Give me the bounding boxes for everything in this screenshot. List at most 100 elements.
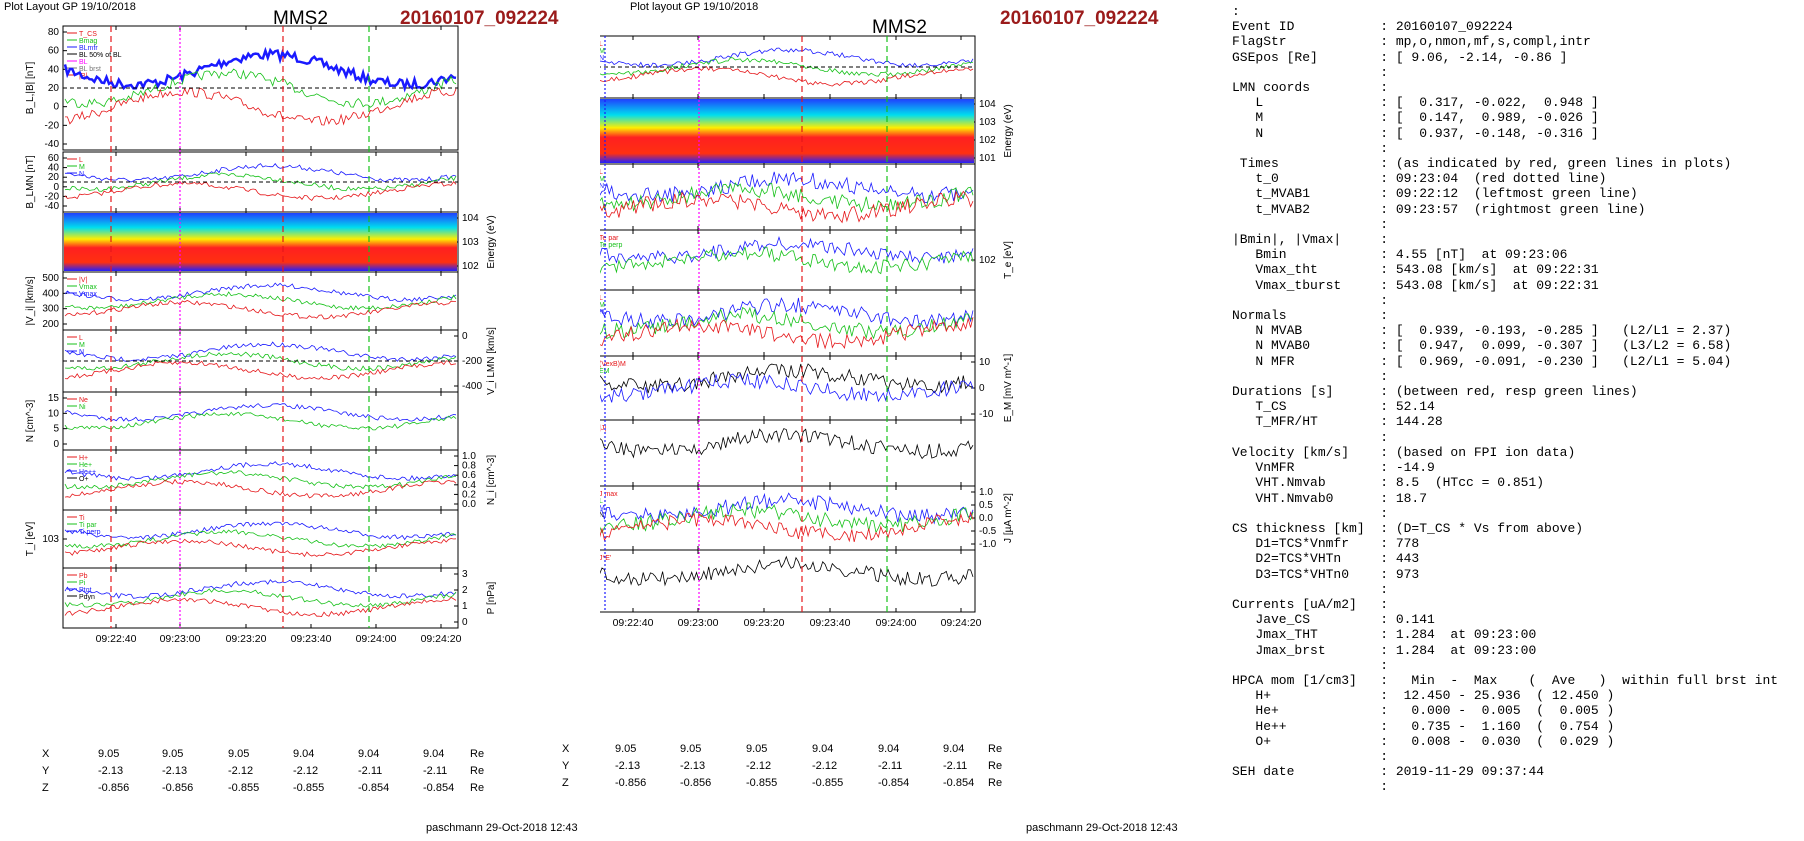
series-line-N	[64, 411, 457, 431]
position-value: -0.856	[162, 782, 194, 794]
info-line: Times : (as indicated by red, green line…	[1232, 156, 1732, 172]
position-value: -0.856	[98, 782, 130, 794]
info-line: O+ : 0.008 - 0.030 ( 0.029 )	[1232, 733, 1615, 749]
position-value: 9.05	[746, 743, 768, 755]
position-value: 9.05	[98, 748, 120, 760]
position-value: -2.13	[162, 765, 188, 777]
info-line: :	[1232, 581, 1389, 597]
series-line-Ti	[64, 521, 457, 541]
info-line: :	[1232, 779, 1389, 795]
panel-frame-Te	[600, 229, 976, 291]
legend-label: Pi	[79, 580, 86, 587]
legend-label: M	[79, 342, 85, 349]
legend-label: J max	[600, 491, 618, 498]
legend-label: He+	[79, 462, 92, 469]
series-line-Ve	[600, 190, 974, 224]
y-tick-label: -200	[462, 356, 482, 367]
panel-frame-J	[600, 419, 976, 487]
legend-label: Vmax	[79, 284, 97, 291]
position-row-label: Z	[42, 782, 49, 794]
left-event-label: 20160107_092224	[400, 8, 559, 29]
info-line: He++ : 0.735 - 1.160 ( 0.754 )	[1232, 718, 1615, 734]
series-line-P	[64, 588, 457, 608]
legend-label: Vmax	[79, 291, 97, 298]
position-value: 9.04	[943, 743, 965, 755]
series-line-EM	[600, 373, 974, 403]
y-axis-label: N_i [cm^-3]	[486, 455, 497, 505]
time-tick-label: 09:23:00	[678, 617, 719, 629]
series-line-Ti	[64, 538, 457, 558]
series-line-P	[64, 579, 457, 599]
legend-label: He++	[79, 469, 96, 476]
legend-label: J*E'	[600, 555, 611, 562]
left-spacecraft-label: MMS2	[273, 8, 328, 29]
y-tick-label: 0.4	[462, 480, 476, 491]
y-tick-label: 200	[42, 319, 59, 330]
info-line: FlagStr : mp,o,nmon,mf,s,compl,intr	[1232, 34, 1591, 50]
series-line-Vi_LMN	[64, 351, 457, 371]
right-spacecraft-label: MMS2	[872, 17, 927, 38]
legend-label: BLmfr	[79, 45, 98, 52]
position-value: -0.855	[228, 782, 260, 794]
position-value: 9.05	[228, 748, 250, 760]
y-axis-label: P [nPa]	[486, 581, 497, 614]
info-line: N MVAB : [ 0.939, -0.193, -0.285 ] (L2/L…	[1232, 323, 1732, 339]
legend-label: M	[600, 505, 605, 512]
info-line: |Bmin|, |Vmax| :	[1232, 232, 1389, 248]
position-value: -2.13	[680, 760, 706, 772]
legend-label: M	[600, 176, 605, 183]
position-value: 9.04	[358, 748, 380, 760]
info-line: Jmax_THT : 1.284 at 09:23:00	[1232, 627, 1537, 643]
legend-label: Te par	[600, 235, 619, 242]
y-tick-label: 103	[42, 534, 59, 545]
time-tick-label: 09:24:00	[356, 633, 397, 645]
y-tick-label: 0	[979, 383, 985, 394]
series-line-B_LMN	[64, 163, 457, 183]
legend-label: Te perp	[600, 242, 622, 249]
position-value: 9.04	[423, 748, 445, 760]
y-tick-label: 0.0	[462, 499, 476, 510]
position-value: -2.12	[812, 760, 838, 772]
legend-label: T_CS	[79, 31, 97, 38]
legend-label: L	[600, 41, 603, 48]
series-line-Vi_LMN	[64, 341, 457, 362]
legend-label: M	[600, 302, 605, 309]
series-line-Vi	[64, 282, 457, 303]
legend-label: Ne	[79, 397, 88, 404]
series-line-B_LMN	[600, 65, 974, 87]
time-tick-label: 09:23:20	[226, 633, 267, 645]
y-tick-label: 0	[53, 102, 59, 113]
legend-label: Pdyn	[79, 594, 95, 601]
y-tick-label: -20	[45, 120, 60, 131]
y-tick-label: 40	[48, 64, 60, 75]
y-tick-label: 60	[48, 153, 60, 164]
info-line: M : [ 0.147, 0.989, -0.026 ]	[1232, 110, 1599, 126]
y-axis-label: |V_i| [km/s]	[25, 276, 36, 325]
info-line: D1=TCS*Vnmfr : 778	[1232, 536, 1420, 552]
info-line: LMN coords :	[1232, 80, 1389, 96]
panel-frame-N	[62, 391, 459, 451]
legend-label: L	[79, 335, 83, 342]
y-axis-label: Energy (eV)	[1003, 104, 1014, 157]
position-value: -0.854	[943, 777, 975, 789]
series-line-B_L	[65, 87, 457, 126]
y-tick-label: 0.2	[462, 489, 476, 500]
series-line-Nmin	[64, 478, 457, 499]
series-line-J_LMN	[600, 492, 974, 525]
y-tick-label: 102	[979, 135, 996, 146]
legend-label: L	[600, 498, 603, 505]
series-line-J	[600, 428, 974, 460]
series-line-EM	[600, 363, 974, 394]
position-row-label: Y	[562, 760, 570, 772]
y-axis-label: Energy (eV)	[486, 215, 497, 268]
energy-spectrogram	[64, 213, 457, 271]
y-tick-label: 300	[42, 304, 59, 315]
position-value: 9.04	[812, 743, 834, 755]
legend-label: N	[600, 55, 604, 62]
info-line: D3=TCS*VHTn0 : 973	[1232, 566, 1420, 582]
info-line: :	[1232, 4, 1240, 19]
info-line: N : [ 0.937, -0.148, -0.316 ]	[1232, 125, 1599, 141]
info-line: VHT.Nmvab0 : 18.7	[1232, 490, 1428, 506]
series-line-J_LMN	[600, 502, 974, 534]
y-tick-label: -0.5	[979, 526, 997, 537]
